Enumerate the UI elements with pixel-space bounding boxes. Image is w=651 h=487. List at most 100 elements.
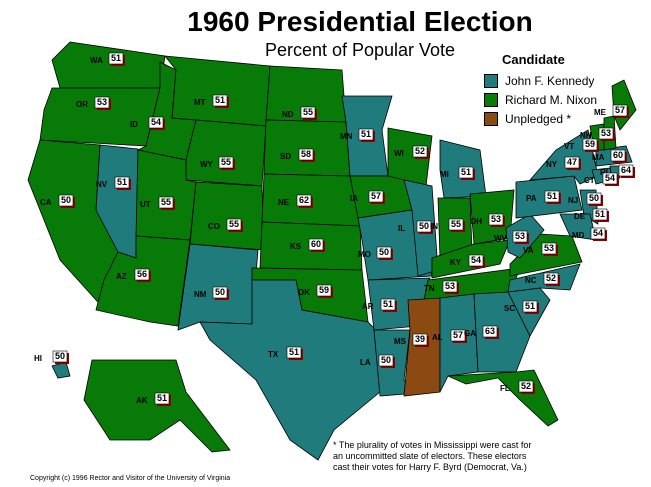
value-box [612, 104, 628, 117]
state-label-ny: NY 47 [546, 156, 581, 170]
value-box [298, 148, 314, 161]
state-percent: 51 [111, 53, 121, 63]
state-percent: 55 [451, 219, 461, 229]
state-abbr: GA [464, 329, 476, 338]
value-box [564, 156, 580, 169]
state-abbr: MN [340, 132, 353, 141]
region-georgia [473, 291, 531, 373]
state-abbr: WV [494, 234, 508, 243]
value-box [618, 164, 634, 177]
state-percent: 51 [157, 393, 167, 403]
state-percent: 50 [215, 287, 225, 297]
state-label-pa: PA 51 [526, 190, 561, 204]
region-washington [51, 41, 166, 89]
state-percent: 64 [621, 165, 631, 175]
state-abbr: TN [424, 284, 435, 293]
state-abbr: IL [398, 224, 405, 233]
state-abbr: MI [440, 170, 449, 179]
legend-item-unpledged: Unpledged * [484, 109, 649, 128]
state-abbr: ME [594, 108, 607, 117]
nixon-swatch [484, 92, 498, 107]
state-label-nd: ND 55 [282, 106, 317, 120]
state-percent: 57 [371, 191, 381, 201]
state-label-tx: TX 51 [268, 346, 303, 360]
state-percent: 53 [97, 97, 107, 107]
state-abbr: RI [600, 168, 608, 177]
state-label-va: VA 53 [523, 242, 558, 256]
state-abbr: AL [432, 333, 443, 342]
state-abbr: ND [282, 110, 294, 119]
state-label-md: MD 54 [572, 227, 607, 241]
state-percent: 57 [615, 105, 625, 115]
page-title: 1960 Presidential Election [187, 6, 533, 37]
state-percent: 51 [525, 301, 535, 311]
state-label-or: OR 53 [76, 96, 111, 110]
state-abbr: UT [140, 200, 151, 209]
unpledged-swatch [484, 111, 498, 126]
state-percent: 54 [593, 228, 603, 238]
state-percent: 51 [461, 167, 471, 177]
state-abbr: AZ [116, 272, 127, 281]
state-abbr: MT [194, 98, 206, 107]
state-abbr: OR [76, 100, 88, 109]
legend-label-kennedy: John F. Kennedy [505, 73, 595, 88]
value-box [114, 176, 130, 189]
value-box [378, 354, 394, 367]
state-label-mi: MI 51 [440, 166, 475, 180]
state-abbr: KY [450, 258, 462, 267]
region-colorado [189, 181, 265, 251]
state-percent: 39 [415, 334, 425, 344]
value-box [158, 196, 174, 209]
value-box [586, 192, 602, 205]
state-abbr: CO [208, 222, 220, 231]
region-montana [164, 55, 271, 127]
state-label-hi: HI 50 [34, 350, 69, 364]
value-box [368, 190, 384, 203]
state-abbr: NV [96, 180, 108, 189]
state-abbr: VT [564, 142, 574, 151]
value-box [488, 213, 504, 226]
state-percent: 51 [117, 177, 127, 187]
state-abbr: NH [580, 131, 592, 140]
state-label-al: AL 57 [432, 329, 467, 343]
state-percent: 55 [229, 219, 239, 229]
state-label-ut: UT 55 [140, 196, 175, 210]
region-oregon [39, 87, 161, 147]
state-label-ga: GA 63 [464, 325, 499, 339]
value-box [148, 116, 164, 129]
value-box [610, 149, 626, 162]
state-percent: 52 [521, 381, 531, 391]
kennedy-swatch [484, 73, 498, 88]
value-box [212, 286, 228, 299]
state-label-il: IL 50 [398, 220, 433, 234]
value-box [316, 284, 332, 297]
state-percent: 55 [161, 197, 171, 207]
state-abbr: MA [592, 153, 605, 162]
state-label-wa: WA 51 [90, 52, 125, 66]
state-label-ky: KY 54 [450, 254, 485, 268]
value-box [458, 166, 474, 179]
state-abbr: CA [40, 198, 52, 207]
state-abbr: CT [584, 176, 595, 185]
value-box [218, 156, 234, 169]
state-abbr: KS [290, 242, 302, 251]
state-regions [27, 41, 637, 461]
state-label-nj: NJ 50 [568, 192, 603, 206]
state-label-ks: KS 60 [290, 238, 325, 252]
state-label-de: DE 51 [574, 208, 609, 222]
state-percent: 58 [301, 149, 311, 159]
state-percent: 50 [61, 195, 71, 205]
value-box [590, 227, 606, 240]
value-box [358, 128, 374, 141]
state-abbr: WA [90, 56, 103, 65]
state-abbr: IN [430, 222, 438, 231]
state-label-tn: TN 53 [424, 280, 459, 294]
state-percent: 51 [547, 191, 557, 201]
state-abbr: NC [525, 276, 537, 285]
state-percent: 59 [585, 139, 595, 149]
state-label-ma: MA 60 [592, 149, 627, 163]
state-percent: 50 [381, 355, 391, 365]
state-percent: 51 [595, 209, 605, 219]
state-abbr: AK [136, 396, 148, 405]
state-labels: WA 51 OR 53 CA 50 NV 51 ID 54 MT 51 WY 55 UT 55 AZ 56 CO 55… [34, 52, 635, 406]
